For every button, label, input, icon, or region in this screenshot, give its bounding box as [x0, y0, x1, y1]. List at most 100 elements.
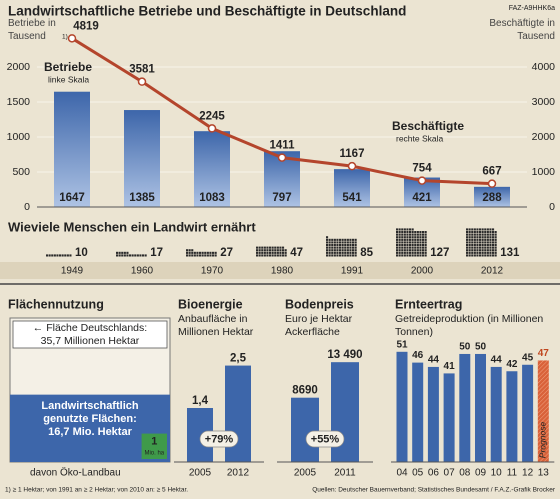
person-dot: [473, 251, 476, 254]
data-label: 797: [272, 192, 291, 204]
section-title: Ernteertrag: [395, 297, 462, 311]
person-dot: [53, 254, 56, 257]
bar: [537, 360, 549, 462]
x-tick-label: 09: [475, 468, 487, 479]
person-dot: [414, 244, 417, 247]
person-dot: [269, 249, 272, 252]
person-dot: [466, 241, 469, 244]
person-dot: [346, 254, 349, 257]
person-dot: [331, 246, 334, 249]
bar: [506, 371, 518, 462]
person-dot: [339, 246, 342, 249]
person-dot: [349, 244, 352, 247]
person-dot: [212, 251, 215, 254]
person-dot: [398, 233, 401, 236]
person-dot: [209, 251, 212, 254]
person-dot: [484, 236, 487, 239]
person-dot: [476, 251, 479, 254]
person-dot: [344, 244, 347, 247]
subtitle: Anbaufläche in Millionen Hektar: [178, 313, 278, 339]
person-dot: [494, 244, 497, 247]
person-dot: [422, 246, 425, 249]
person-dot: [282, 251, 285, 254]
person-dot: [188, 251, 191, 254]
person-dot: [403, 251, 406, 254]
person-dot: [116, 251, 119, 254]
person-dot: [396, 241, 399, 244]
person-dot: [479, 244, 482, 247]
person-dot: [193, 251, 196, 254]
person-dot: [341, 254, 344, 257]
person-dot: [492, 238, 495, 241]
person-dot: [116, 254, 119, 257]
person-dot: [403, 231, 406, 234]
person-dot: [419, 238, 422, 241]
person-dot: [201, 251, 204, 254]
person-dot: [261, 251, 264, 254]
person-dot: [191, 254, 194, 257]
person-dot: [144, 254, 147, 257]
person-dot: [261, 246, 264, 249]
data-label: 4819: [73, 20, 99, 32]
label-box: [12, 320, 168, 349]
person-dot: [344, 246, 347, 249]
series-name: Betriebe: [44, 60, 92, 74]
person-dot: [414, 236, 417, 239]
person-dot: [336, 238, 339, 241]
line-point: [67, 34, 77, 43]
person-dot: [398, 251, 401, 254]
person-dot: [492, 231, 495, 234]
person-dot: [409, 246, 412, 249]
person-dot: [409, 251, 412, 254]
person-dot: [328, 244, 331, 247]
person-dot: [471, 233, 474, 236]
person-dot: [269, 251, 272, 254]
person-dot: [484, 254, 487, 257]
person-dot: [331, 251, 334, 254]
person-dot: [282, 254, 285, 257]
person-dot: [481, 236, 484, 239]
person-dot: [328, 246, 331, 249]
person-dot: [336, 249, 339, 252]
value-label: 16,7 Mio. Hektar: [48, 425, 132, 438]
person-dot: [279, 254, 282, 257]
area-organic: [141, 433, 167, 459]
person-dot: [346, 246, 349, 249]
person-dot: [352, 241, 355, 244]
bar: [427, 366, 439, 462]
line-point: [277, 153, 287, 162]
x-tick-label: 2005: [294, 468, 317, 479]
person-dot: [486, 246, 489, 249]
bar: [474, 186, 510, 207]
person-dot: [419, 254, 422, 257]
person-dot: [396, 246, 399, 249]
x-tick-label: 08: [459, 468, 471, 479]
person-dot: [471, 228, 474, 231]
person-dot: [492, 228, 495, 231]
person-dot: [193, 254, 196, 257]
person-dot: [398, 236, 401, 239]
person-dot: [481, 233, 484, 236]
person-dot: [401, 249, 404, 252]
person-dot: [468, 241, 471, 244]
person-dot: [403, 238, 406, 241]
data-label: 541: [342, 192, 362, 204]
person-dot: [209, 254, 212, 257]
subtitle: Euro je Hektar Ackerfläche: [285, 313, 385, 339]
person-dot: [331, 254, 334, 257]
person-dot: [473, 238, 476, 241]
person-dot: [201, 254, 204, 257]
person-dot: [341, 251, 344, 254]
person-dot: [336, 251, 339, 254]
x-tick-label: 1960: [131, 266, 154, 277]
data-label: 131: [500, 247, 520, 259]
person-dot: [406, 238, 409, 241]
person-dot: [328, 254, 331, 257]
pictogram: [396, 228, 427, 257]
person-dot: [339, 249, 342, 252]
person-dot: [411, 228, 414, 231]
person-dot: [479, 236, 482, 239]
person-dot: [396, 244, 399, 247]
person-dot: [266, 251, 269, 254]
bar: [443, 373, 455, 462]
